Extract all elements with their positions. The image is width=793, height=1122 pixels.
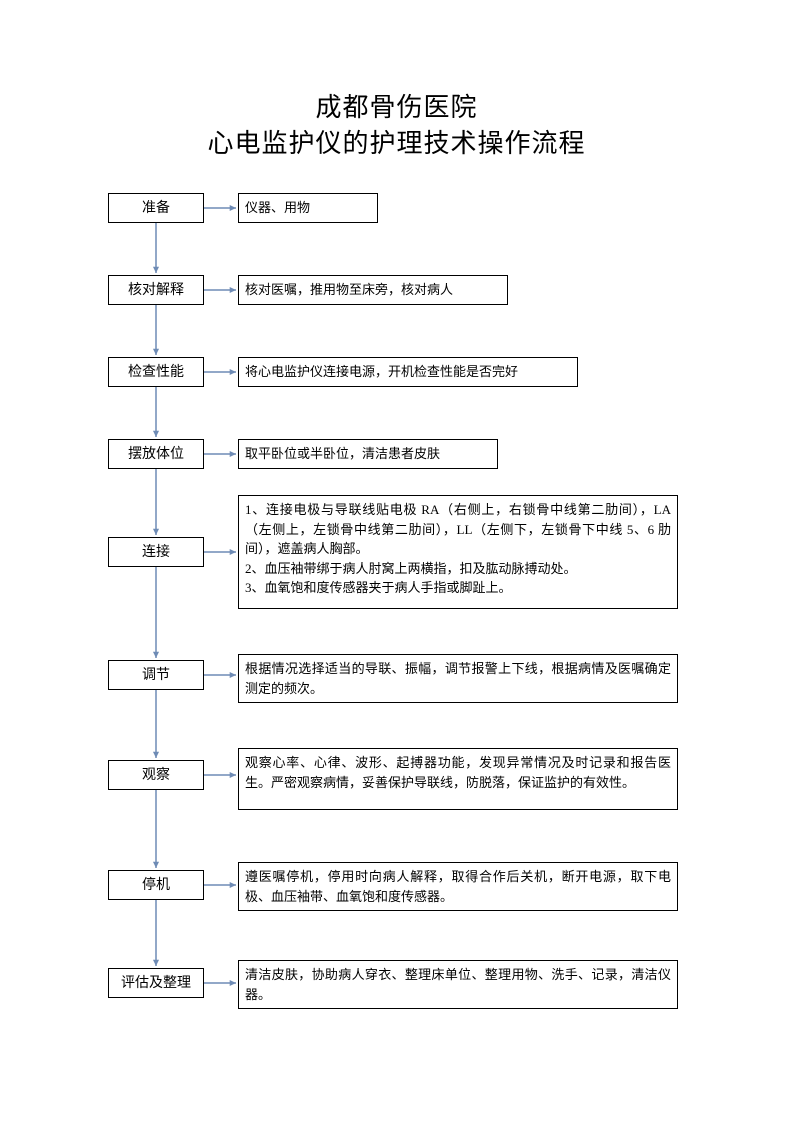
arrow-down-4 bbox=[148, 559, 164, 666]
arrow-down-3 bbox=[148, 461, 164, 543]
arrow-right-6 bbox=[196, 767, 244, 783]
desc-box-5: 根据情况选择适当的导联、振幅，调节报警上下线，根据病情及医嘱确定测定的频次。 bbox=[238, 654, 678, 703]
arrow-right-2 bbox=[196, 364, 244, 380]
desc-box-3: 取平卧位或半卧位，清洁患者皮肤 bbox=[238, 439, 498, 469]
arrow-down-6 bbox=[148, 782, 164, 876]
arrow-right-3 bbox=[196, 446, 244, 462]
arrow-right-5 bbox=[196, 667, 244, 683]
arrow-right-8 bbox=[196, 975, 244, 991]
arrow-down-0 bbox=[148, 215, 164, 281]
desc-box-0: 仪器、用物 bbox=[238, 193, 378, 223]
arrow-down-5 bbox=[148, 682, 164, 766]
desc-box-6: 观察心率、心律、波形、起搏器功能，发现异常情况及时记录和报告医生。严密观察病情，… bbox=[238, 748, 678, 810]
arrow-down-7 bbox=[148, 892, 164, 974]
desc-box-2: 将心电监护仪连接电源，开机检查性能是否完好 bbox=[238, 357, 578, 387]
arrow-right-4 bbox=[196, 544, 244, 560]
arrow-right-0 bbox=[196, 200, 244, 216]
desc-box-1: 核对医嘱，推用物至床旁，核对病人 bbox=[238, 275, 508, 305]
arrow-right-1 bbox=[196, 282, 244, 298]
step-box-8: 评估及整理 bbox=[108, 968, 204, 998]
desc-box-4: 1、连接电极与导联线贴电极 RA（右侧上，右锁骨中线第二肋间），LA（左侧上，左… bbox=[238, 495, 678, 609]
arrow-right-7 bbox=[196, 877, 244, 893]
arrow-down-2 bbox=[148, 379, 164, 445]
desc-box-7: 遵医嘱停机，停用时向病人解释，取得合作后关机，断开电源，取下电极、血压袖带、血氧… bbox=[238, 862, 678, 911]
arrow-down-1 bbox=[148, 297, 164, 363]
desc-box-8: 清洁皮肤，协助病人穿衣、整理床单位、整理用物、洗手、记录，清洁仪器。 bbox=[238, 960, 678, 1009]
flowchart: 准备仪器、用物核对解释核对医嘱，推用物至床旁，核对病人检查性能将心电监护仪连接电… bbox=[0, 0, 793, 1122]
